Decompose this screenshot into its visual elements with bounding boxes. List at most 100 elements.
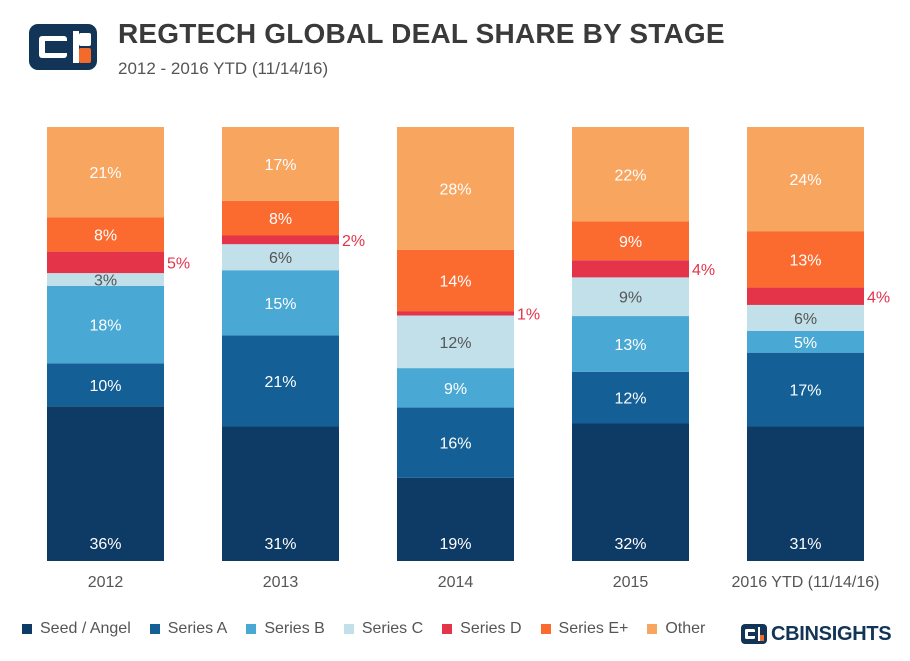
legend-swatch bbox=[442, 624, 453, 634]
cb-insights-logo-icon bbox=[29, 24, 97, 70]
data-label-seed-angel-4: 32% bbox=[614, 536, 646, 553]
bar-segment-series-c-5 bbox=[747, 304, 864, 331]
bar-segment-seed-angel-4 bbox=[572, 423, 689, 561]
legend-label: Series A bbox=[167, 620, 228, 637]
bar-segment-other-5 bbox=[747, 127, 864, 232]
data-label-other-4: 22% bbox=[614, 167, 646, 184]
data-label-other-2: 17% bbox=[264, 157, 296, 174]
legend-item: Series C bbox=[343, 620, 424, 638]
data-label-series-a-3: 16% bbox=[439, 436, 471, 453]
x-tick-label: 2012 bbox=[88, 574, 124, 591]
data-label-series-b-4: 13% bbox=[614, 337, 646, 354]
data-label-other-1: 21% bbox=[89, 165, 121, 182]
data-label-series-a-5: 17% bbox=[789, 383, 821, 400]
bar-segment-series-e--2 bbox=[222, 200, 339, 236]
legend-item: Series B bbox=[246, 620, 325, 638]
data-label-series-e--5: 13% bbox=[789, 252, 821, 269]
bar-segment-series-e--4 bbox=[572, 221, 689, 261]
legend-label: Series B bbox=[264, 620, 325, 637]
bar-segment-series-d-1 bbox=[47, 251, 164, 274]
bar-segment-other-1 bbox=[47, 127, 164, 218]
cb-insights-mark-icon bbox=[741, 624, 767, 644]
data-label-series-a-4: 12% bbox=[614, 391, 646, 408]
bar-segment-series-e--1 bbox=[47, 217, 164, 252]
bar-segment-series-c-1 bbox=[47, 273, 164, 286]
x-tick-label: 2014 bbox=[438, 574, 474, 591]
bar-segment-series-b-5 bbox=[747, 330, 864, 353]
legend-swatch bbox=[540, 624, 551, 634]
x-tick-label: 2013 bbox=[263, 574, 299, 591]
bar-segment-series-c-4 bbox=[572, 277, 689, 317]
bar-segment-series-d-4 bbox=[572, 260, 689, 278]
legend-label: Series E+ bbox=[558, 620, 629, 637]
legend-item: Other bbox=[647, 620, 705, 638]
data-label-other-3: 28% bbox=[439, 181, 471, 198]
legend-label: Series D bbox=[460, 620, 522, 637]
data-label-series-e--3: 14% bbox=[439, 273, 471, 290]
chart-title: REGTECH GLOBAL DEAL SHARE BY STAGE bbox=[118, 18, 725, 49]
data-label-series-c-4: 9% bbox=[619, 290, 642, 307]
data-label-series-b-5: 5% bbox=[794, 335, 817, 352]
data-label-series-e--4: 9% bbox=[619, 234, 642, 251]
bar-segment-seed-angel-1 bbox=[47, 406, 164, 561]
bar-segment-series-a-5 bbox=[747, 352, 864, 427]
bar-segment-series-d-3 bbox=[397, 311, 514, 316]
legend-item: Series A bbox=[149, 620, 228, 638]
data-label-series-b-1: 18% bbox=[89, 318, 121, 335]
bar-segment-series-a-1 bbox=[47, 363, 164, 407]
bar-segment-series-b-3 bbox=[397, 368, 514, 408]
legend-swatch bbox=[149, 624, 160, 634]
bar-segment-series-a-4 bbox=[572, 371, 689, 424]
data-label-series-d-4: 4% bbox=[692, 262, 715, 279]
bar-segment-other-4 bbox=[572, 127, 689, 222]
bar-segment-series-b-2 bbox=[222, 270, 339, 336]
data-label-series-d-1: 5% bbox=[167, 255, 190, 272]
bar-segment-seed-angel-2 bbox=[222, 426, 339, 561]
x-tick-label: 2015 bbox=[613, 574, 649, 591]
legend-item: Series D bbox=[442, 620, 522, 638]
bar-segment-series-c-2 bbox=[222, 244, 339, 271]
chart-legend: Seed / Angel Series A Series B Series C Seri… bbox=[22, 620, 724, 638]
bar-segment-seed-angel-3 bbox=[397, 477, 514, 561]
data-label-series-b-2: 15% bbox=[264, 296, 296, 313]
bar-segment-series-e--5 bbox=[747, 231, 864, 288]
legend-swatch bbox=[22, 624, 32, 634]
data-label-series-a-1: 10% bbox=[89, 378, 121, 395]
x-tick-label: 2016 YTD (11/14/16) bbox=[732, 574, 880, 591]
brand-logo: CBINSIGHTS bbox=[741, 622, 892, 646]
bar-segment-series-c-3 bbox=[397, 315, 514, 369]
bar-segment-series-e--3 bbox=[397, 249, 514, 312]
legend-item: Series E+ bbox=[540, 620, 629, 638]
bar-segment-other-3 bbox=[397, 127, 514, 250]
legend-swatch bbox=[343, 624, 354, 634]
data-label-seed-angel-5: 31% bbox=[789, 536, 821, 553]
bar-segment-other-2 bbox=[222, 127, 339, 201]
data-label-series-d-3: 1% bbox=[517, 306, 540, 323]
data-label-series-e--1: 8% bbox=[94, 227, 117, 244]
data-label-series-c-5: 6% bbox=[794, 311, 817, 328]
data-label-series-a-2: 21% bbox=[264, 374, 296, 391]
bar-segment-series-d-2 bbox=[222, 235, 339, 245]
bar-segment-series-a-2 bbox=[222, 335, 339, 427]
legend-label: Other bbox=[665, 620, 706, 637]
data-label-series-d-2: 2% bbox=[342, 233, 365, 250]
data-label-series-e--2: 8% bbox=[269, 211, 292, 228]
chart-subtitle: 2012 - 2016 YTD (11/14/16) bbox=[118, 59, 329, 78]
legend-item: Seed / Angel bbox=[22, 620, 131, 638]
data-label-series-c-1: 3% bbox=[94, 273, 117, 290]
data-label-seed-angel-1: 36% bbox=[89, 536, 121, 553]
data-label-seed-angel-2: 31% bbox=[264, 536, 296, 553]
data-label-seed-angel-3: 19% bbox=[439, 536, 471, 553]
data-label-series-c-3: 12% bbox=[439, 335, 471, 352]
legend-swatch bbox=[647, 624, 658, 634]
legend-label: Series C bbox=[361, 620, 424, 637]
brand-wordmark: CBINSIGHTS bbox=[771, 622, 892, 645]
bar-segment-series-b-4 bbox=[572, 316, 689, 372]
bar-segment-series-d-5 bbox=[747, 287, 864, 305]
data-label-series-c-2: 6% bbox=[269, 250, 292, 267]
data-label-other-5: 24% bbox=[789, 172, 821, 189]
legend-swatch bbox=[246, 624, 257, 634]
legend-label: Seed / Angel bbox=[40, 620, 131, 637]
data-label-series-b-3: 9% bbox=[444, 381, 467, 398]
